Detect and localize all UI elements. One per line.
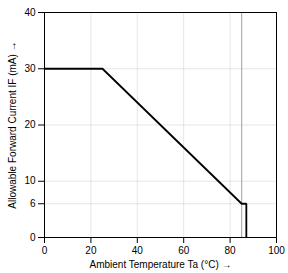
svg-text:30: 30 — [24, 63, 36, 74]
svg-text:0: 0 — [42, 245, 48, 256]
svg-text:60: 60 — [178, 245, 190, 256]
svg-text:20: 20 — [85, 245, 97, 256]
svg-text:0: 0 — [30, 232, 36, 243]
svg-text:40: 40 — [24, 7, 36, 18]
svg-text:6: 6 — [30, 198, 36, 209]
svg-text:Ambient Temperature Ta (°C) →: Ambient Temperature Ta (°C) → — [89, 259, 231, 270]
svg-text:100: 100 — [268, 245, 285, 256]
svg-text:10: 10 — [24, 175, 36, 186]
svg-text:Allowable Forward Current IF (: Allowable Forward Current IF (mA) → — [7, 41, 18, 208]
svg-text:20: 20 — [24, 119, 36, 130]
svg-text:80: 80 — [225, 245, 237, 256]
svg-text:40: 40 — [132, 245, 144, 256]
